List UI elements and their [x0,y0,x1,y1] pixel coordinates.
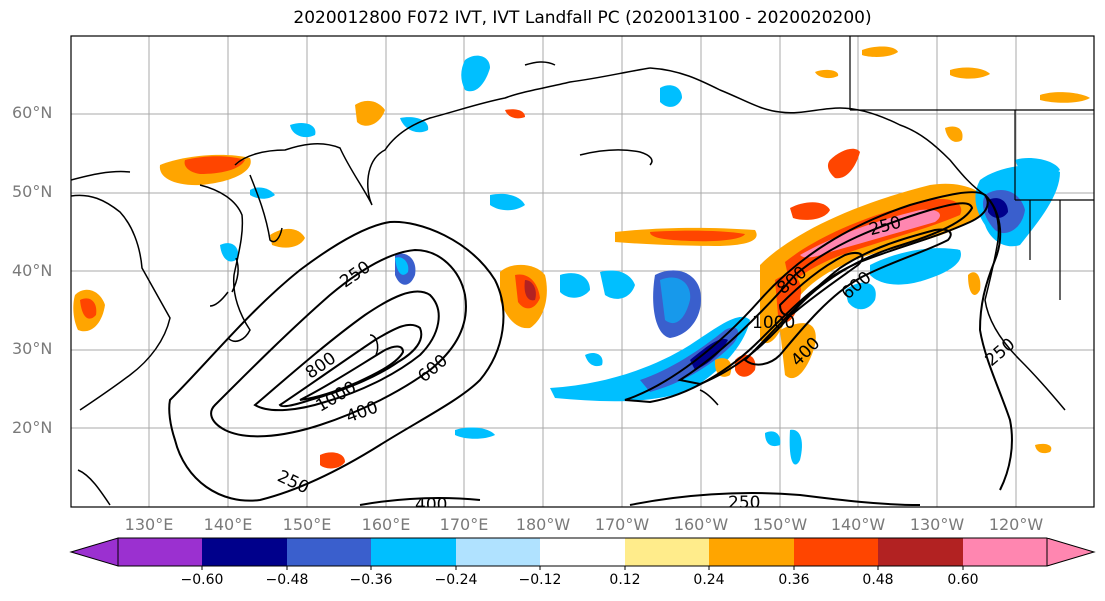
colorbar-segment [878,538,963,566]
lon-label: 160°W [673,515,729,534]
colorbar-segment [794,538,878,566]
colorbar-tick-label: −0.24 [434,572,478,588]
lon-label: 120°W [988,515,1044,534]
lon-label: 150°E [282,515,332,534]
colorbar-tick-label: −0.12 [518,572,562,588]
colorbar-segment [371,538,456,566]
lat-label: 20°N [12,418,53,437]
lat-label: 30°N [12,339,53,358]
colorbar-tick-label: 0.36 [778,572,810,588]
colorbar-segment [625,538,709,566]
colorbar-segment [287,538,371,566]
colorbar-tick-label: 0.24 [693,572,725,588]
colorbar-outline [69,537,1096,567]
colorbar-segment [540,538,625,566]
colorbar-segment [963,538,1094,566]
lat-label: 60°N [12,103,53,122]
colorbar-tick-label: 0.48 [862,572,894,588]
map-title: 2020012800 F072 IVT, IVT Landfall PC (20… [293,8,872,28]
lat-label: 40°N [12,261,53,280]
colorbar-ticks [201,566,964,570]
colorbar [71,538,1094,566]
lon-label: 130°E [124,515,174,534]
lon-label: 150°W [752,515,808,534]
colorbar-tick-label: −0.48 [265,572,309,588]
ivt-shading [73,46,1090,469]
contour-label: 1000 [752,313,795,333]
lon-label: 130°W [909,515,965,534]
map-frame [70,35,1095,508]
contour-label: 400 [344,397,381,427]
contour-label: 250 [728,493,760,513]
lon-label: 140°W [830,515,886,534]
colorbar-tick-label: −0.36 [349,572,393,588]
colorbar-segment [202,538,287,566]
ivt-contours [168,191,1013,506]
lon-label: 160°E [361,515,411,534]
colorbar-tick-label: −0.60 [180,572,224,588]
lat-label: 50°N [12,182,53,201]
lon-label: 170°E [439,515,489,534]
contour-label: 400 [415,495,447,515]
coastlines [71,61,1066,506]
colorbar-segment [709,538,794,566]
colorbar-tick-label: 0.12 [609,572,641,588]
contour-label: 250 [336,257,374,292]
colorbar-tick-label: 0.60 [947,572,979,588]
lon-label: 180°W [515,515,571,534]
colorbar-segment [71,538,202,566]
borders [849,36,1094,300]
lon-label: 140°E [203,515,253,534]
contour-label: 250 [982,334,1020,370]
lon-label: 170°W [594,515,650,534]
colorbar-segment [456,538,540,566]
